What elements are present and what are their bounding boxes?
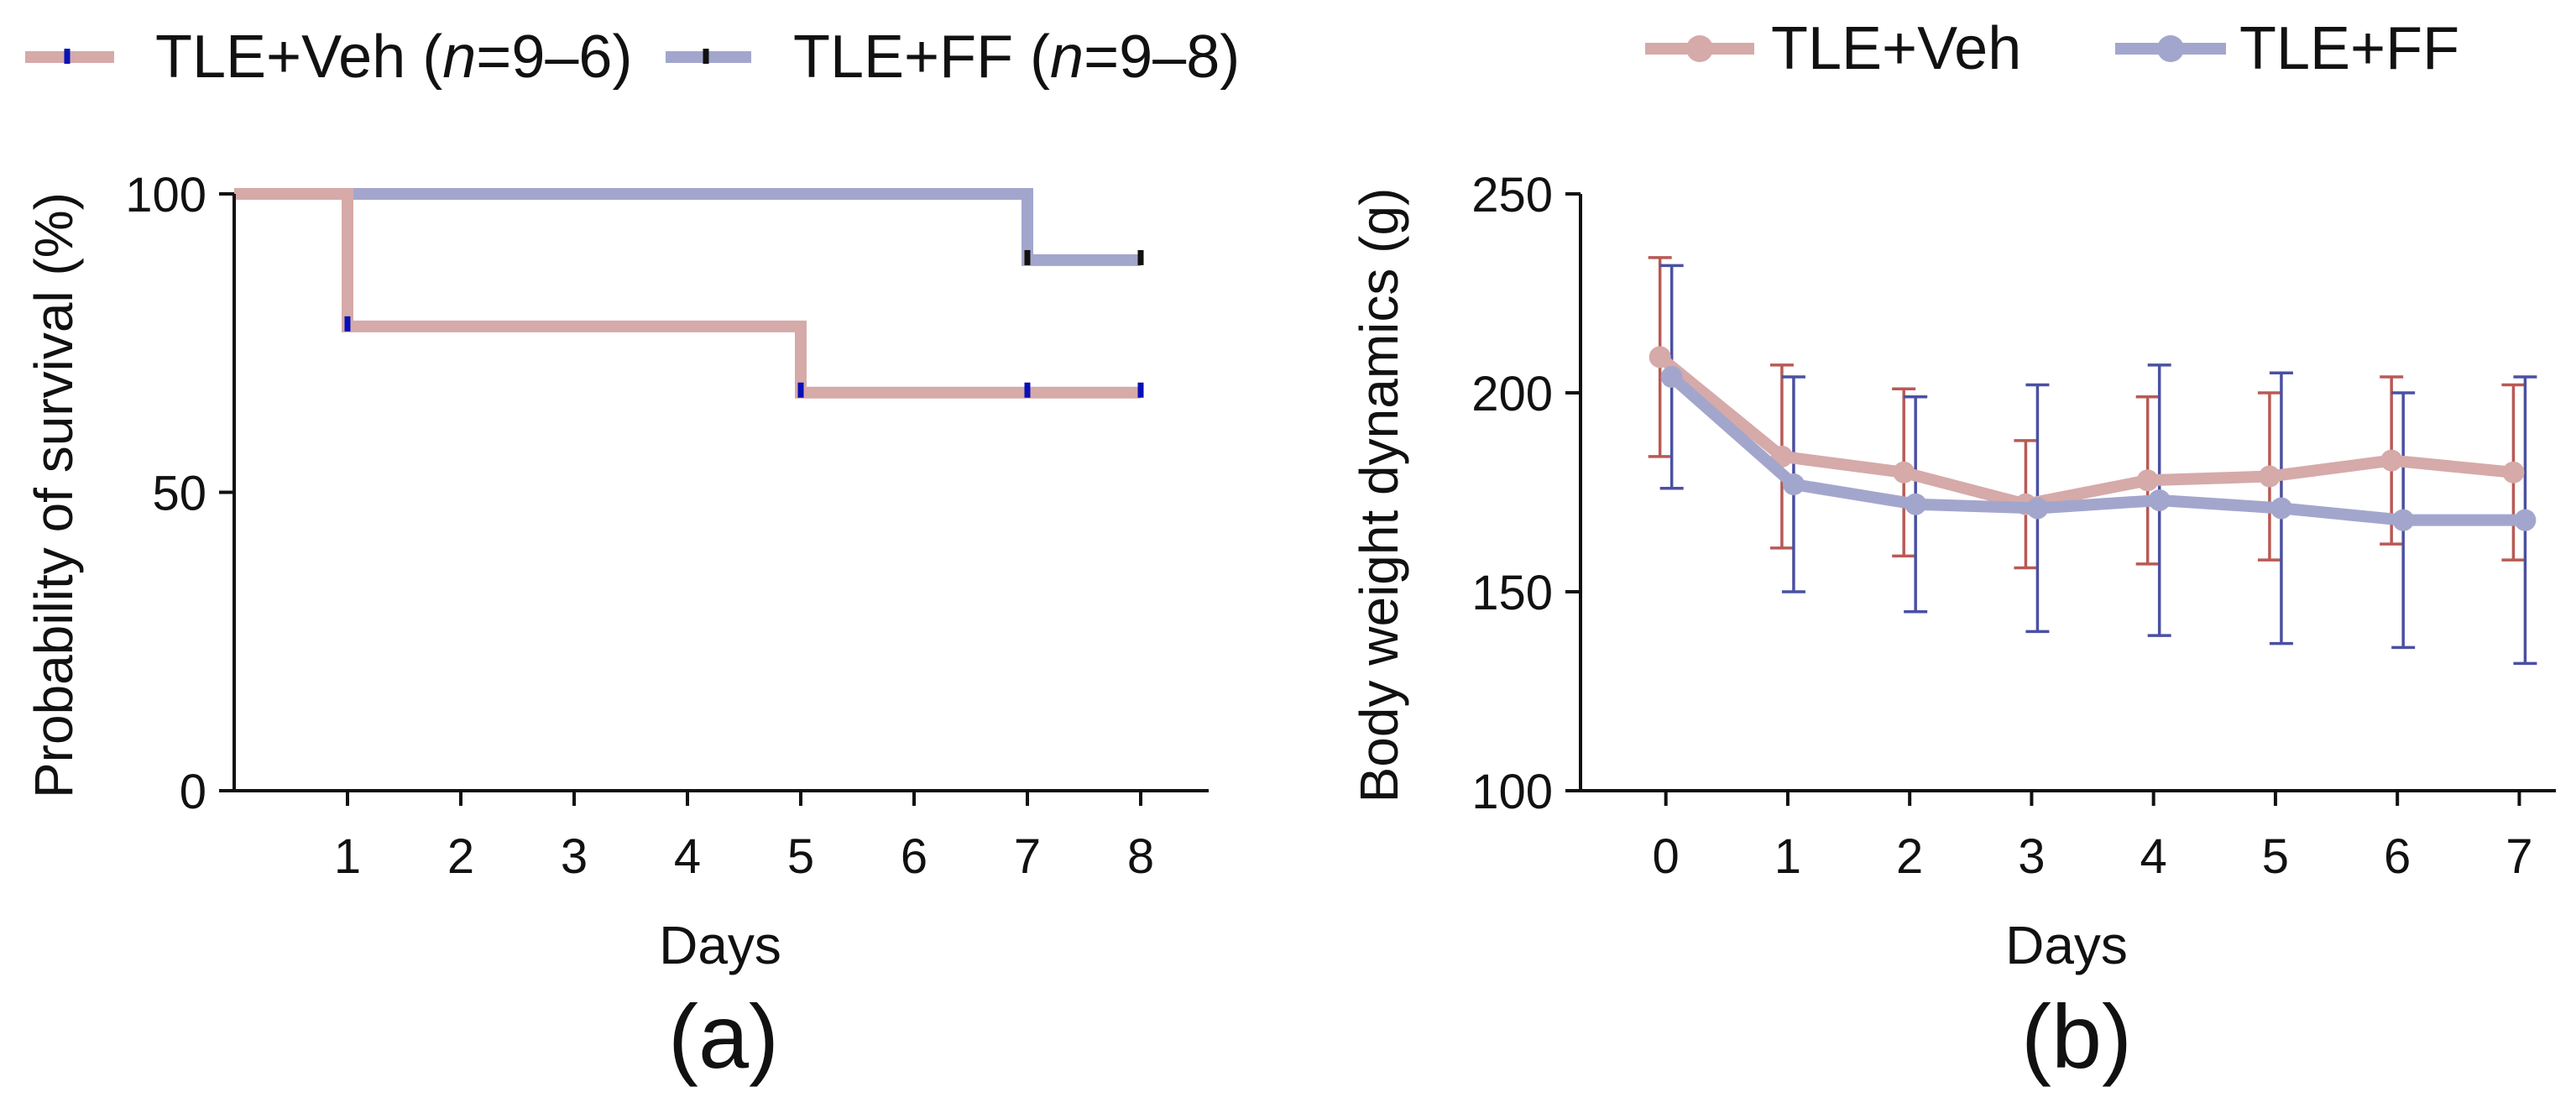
legend-a-ff-label: TLE+FF (n=9–8): [793, 24, 1240, 91]
weight-series: [1648, 256, 2537, 666]
x-tick-label-a: 3: [561, 829, 588, 884]
y-tick-label-a: 0: [180, 765, 206, 819]
legend-b-ff-marker: [2157, 35, 2184, 62]
legend-b: TLE+Veh TLE+FF: [1645, 15, 2459, 82]
survival-line-veh: [234, 188, 1141, 399]
x-tick-label-a: 1: [334, 829, 361, 884]
x-tick-label-a: 2: [447, 829, 474, 884]
x-tick-label-b: 2: [1896, 829, 1923, 884]
panel-label-a: (a): [668, 985, 779, 1087]
x-axis-title-b: Days: [2005, 915, 2128, 975]
survival-chart: TLE+Veh (n=9–6) TLE+FF (n=9–8) 1 2 3 4 5 6 7 8 0…: [24, 24, 1240, 1087]
weight-line-veh: [1656, 352, 2515, 510]
axis-ticks-b: 0 1 2 3 4 5 6 7 100 150 200 250: [1471, 168, 2532, 884]
legend-a-veh-label: TLE+Veh (n=9–6): [155, 24, 632, 91]
data-point-ff: [2514, 509, 2537, 531]
panel-label-b: (b): [2021, 985, 2132, 1087]
data-point-ff: [2026, 497, 2049, 520]
y-tick-label-a: 100: [125, 168, 206, 222]
survival-line-ff: [234, 188, 1141, 266]
survival-curves: [234, 188, 1144, 399]
data-point-ff: [2392, 509, 2415, 531]
axis-ticks-a: 1 2 3 4 5 6 7 8 0 50 100: [125, 168, 1154, 884]
x-tick-label-a: 8: [1127, 829, 1154, 884]
data-point-veh: [2136, 469, 2159, 492]
y-tick-label-b: 150: [1471, 566, 1553, 620]
x-tick-label-a: 6: [901, 829, 927, 884]
data-point-ff: [2148, 489, 2171, 511]
x-tick-label-b: 0: [1653, 829, 1680, 884]
y-axis-title-b: Body weight dynamics (g): [1349, 188, 1409, 803]
data-point-veh: [2380, 449, 2403, 472]
body-weight-chart: TLE+Veh TLE+FF 0 1 2 3 4 5 6 7 100 150 200 250 Days…: [1349, 15, 2556, 1087]
x-tick-label-b: 1: [1774, 829, 1801, 884]
x-tick-label-b: 3: [2018, 829, 2045, 884]
legend-b-veh-marker: [1686, 35, 1713, 62]
legend-b-veh-label: TLE+Veh: [1771, 15, 2021, 82]
x-tick-label-b: 4: [2140, 829, 2167, 884]
y-axis-title-a: Probability of survival (%): [24, 192, 84, 798]
weight-line-ff: [1668, 372, 2526, 526]
data-point-veh: [1649, 346, 1671, 368]
x-tick-label-b: 7: [2505, 829, 2532, 884]
y-tick-label-a: 50: [152, 467, 206, 521]
legend-a: TLE+Veh (n=9–6) TLE+FF (n=9–8): [25, 24, 1240, 91]
data-point-ff: [1660, 366, 1683, 389]
x-tick-label-b: 6: [2384, 829, 2411, 884]
x-tick-label-a: 7: [1014, 829, 1041, 884]
x-tick-label-a: 5: [787, 829, 814, 884]
y-tick-label-b: 200: [1471, 367, 1553, 421]
y-tick-label-b: 100: [1471, 765, 1553, 819]
x-tick-label-a: 4: [674, 829, 701, 884]
data-point-ff: [1905, 493, 1927, 515]
data-point-ff: [1782, 473, 1805, 496]
x-tick-label-b: 5: [2262, 829, 2289, 884]
data-point-ff: [2270, 497, 2292, 520]
x-axis-title-a: Days: [659, 915, 781, 975]
data-point-veh: [1893, 461, 1915, 483]
y-tick-label-b: 250: [1471, 168, 1553, 222]
data-point-veh: [2502, 461, 2525, 483]
data-point-veh: [2258, 465, 2281, 488]
legend-b-ff-label: TLE+FF: [2239, 15, 2459, 82]
